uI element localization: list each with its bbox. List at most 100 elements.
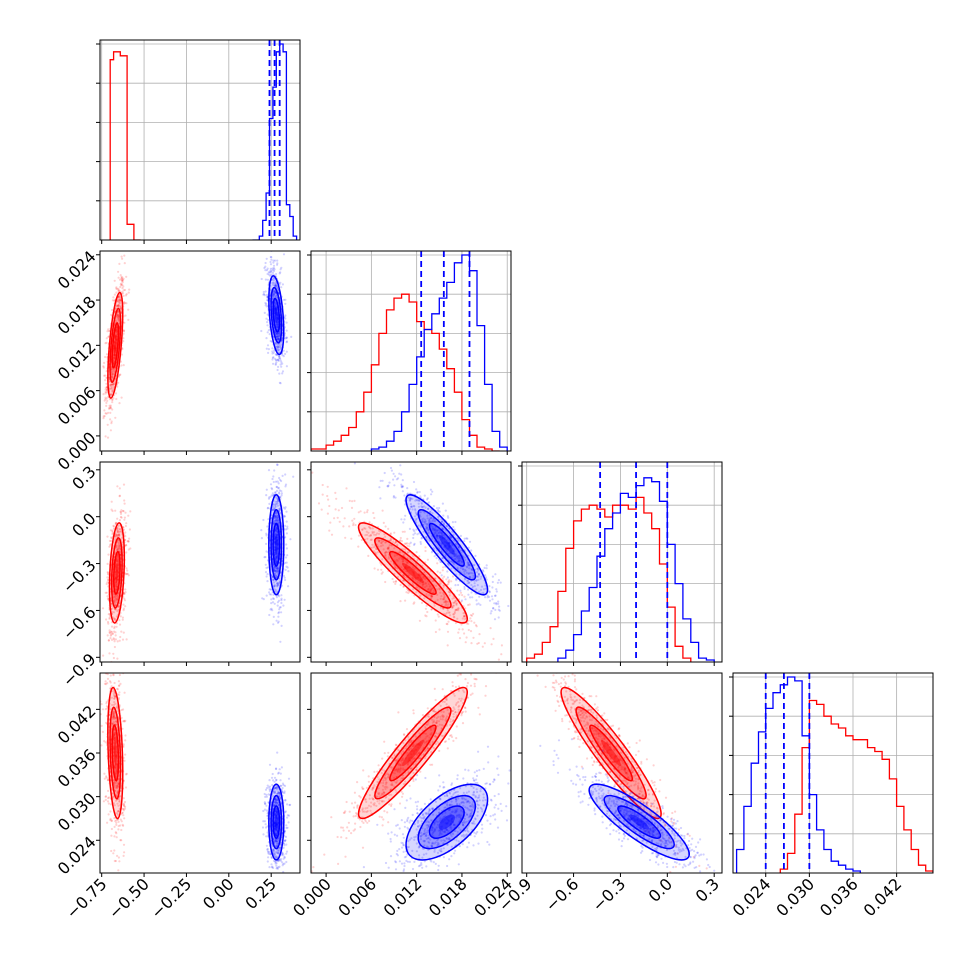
scatter-point <box>384 535 387 538</box>
scatter-point <box>280 594 283 597</box>
scatter-point <box>424 581 427 585</box>
scatter-point <box>272 351 275 354</box>
scatter-point <box>384 551 387 554</box>
scatter-point <box>110 393 113 396</box>
scatter-point <box>457 539 460 542</box>
scatter-point <box>102 366 105 369</box>
scatter-point <box>123 800 127 804</box>
scatter-point <box>408 499 412 502</box>
scatter-point <box>485 567 488 570</box>
scatter-point <box>273 585 277 588</box>
scatter-point <box>392 496 395 499</box>
scatter-point <box>128 537 131 540</box>
scatter-point <box>120 284 123 287</box>
scatter-point <box>443 575 446 578</box>
scatter-point <box>426 610 429 614</box>
scatter-point <box>269 483 273 486</box>
scatter-point <box>396 543 399 546</box>
scatter-point <box>438 588 441 591</box>
scatter-point <box>335 497 338 500</box>
scatter-point <box>471 596 474 599</box>
scatter-point <box>264 304 267 307</box>
scatter-point <box>264 261 267 265</box>
scatter-point <box>431 594 434 598</box>
scatter-point <box>113 849 116 852</box>
scatter-point <box>278 492 281 495</box>
scatter-point <box>469 576 472 579</box>
scatter-point <box>275 569 278 572</box>
scatter-point <box>466 565 469 568</box>
scatter-point <box>383 471 386 475</box>
scatter-point <box>469 571 473 575</box>
scatter-point <box>471 568 474 571</box>
scatter-point <box>275 567 278 570</box>
scatter-point <box>115 585 119 588</box>
scatter-point <box>494 573 497 576</box>
scatter-point <box>119 839 122 842</box>
scatter-point <box>109 664 111 666</box>
scatter-point <box>276 322 279 325</box>
scatter-point <box>112 370 116 373</box>
scatter-point <box>118 278 122 281</box>
scatter-point <box>109 637 112 640</box>
scatter-point <box>121 811 124 814</box>
scatter-point <box>390 469 393 472</box>
scatter-point <box>126 540 129 543</box>
scatter-point <box>121 257 124 260</box>
panel-background <box>733 673 933 873</box>
scatter-point <box>403 542 406 545</box>
scatter-point <box>106 399 109 402</box>
scatter-point <box>455 602 458 605</box>
scatter-point <box>275 353 278 357</box>
scatter-point <box>272 615 275 619</box>
scatter-point <box>113 594 116 597</box>
scatter-point <box>431 490 434 493</box>
scatter-point <box>111 308 114 312</box>
scatter-point <box>114 537 117 541</box>
scatter-point <box>118 545 121 548</box>
scatter-point <box>118 800 121 803</box>
scatter-point <box>104 798 107 802</box>
scatter-point <box>112 617 116 620</box>
scatter-point <box>373 516 376 520</box>
scatter-point <box>106 800 110 803</box>
scatter-point <box>458 556 461 559</box>
scatter-point <box>279 268 282 271</box>
scatter-point <box>112 802 115 805</box>
scatter-point <box>414 518 418 521</box>
scatter-point <box>443 584 446 587</box>
scatter-point <box>110 393 113 396</box>
scatter-point <box>392 478 395 481</box>
scatter-point <box>116 299 119 302</box>
scatter-point <box>413 601 416 604</box>
scatter-point <box>102 393 105 396</box>
scatter-point <box>273 566 276 569</box>
scatter-point <box>442 522 445 526</box>
scatter-point <box>119 306 122 309</box>
scatter-point <box>120 509 123 512</box>
scatter-point <box>433 539 436 543</box>
scatter-point <box>123 262 126 265</box>
scatter-point <box>470 567 473 571</box>
scatter-point <box>117 300 120 303</box>
scatter-point <box>423 521 426 524</box>
panel-content <box>102 251 293 439</box>
scatter-point <box>105 700 108 703</box>
scatter-point <box>374 551 377 554</box>
density-contour <box>110 537 123 609</box>
scatter-point <box>115 821 118 824</box>
scatter-point <box>428 501 431 504</box>
scatter-point <box>507 604 510 608</box>
scatter-point <box>285 547 288 550</box>
scatter-point <box>442 592 445 595</box>
scatter-point <box>275 342 278 345</box>
scatter-point <box>278 608 281 611</box>
scatter-point <box>363 527 366 530</box>
scatter-point <box>419 495 422 498</box>
scatter-point <box>122 809 125 812</box>
scatter-point <box>453 596 456 600</box>
scatter-point <box>271 352 274 355</box>
scatter-point <box>275 518 278 522</box>
scatter-point <box>104 435 107 438</box>
scatter-point <box>113 299 116 302</box>
